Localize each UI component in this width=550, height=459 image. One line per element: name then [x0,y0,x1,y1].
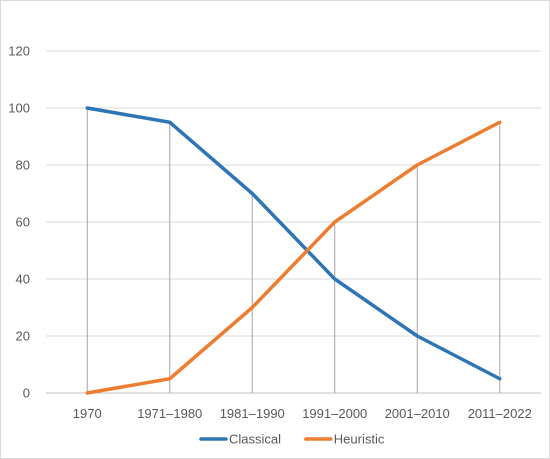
x-tick-label: 1971–1980 [137,406,202,421]
series-line-heuristic [85,120,502,395]
legend: Classical Heuristic [199,432,385,447]
x-tick-label: 1981–1990 [220,406,285,421]
x-tick-label: 2011–2022 [468,406,532,421]
y-tick-label: 80 [16,158,30,173]
y-tick-label: 120 [8,44,30,59]
series-lines [85,106,502,395]
y-tick-label: 100 [8,101,30,116]
y-tick-label: 20 [16,329,30,344]
x-tick-label: 2001–2010 [385,406,450,421]
series-line-classical [85,106,502,381]
legend-label-heuristic: Heuristic [334,432,385,447]
drop-lines [86,108,501,393]
y-tick-label: 40 [16,272,30,287]
x-axis-ticks: 1970 1971–1980 1981–1990 1991–2000 2001–2010… [73,406,532,421]
x-tick-label: 1970 [73,406,102,421]
y-tick-label: 60 [16,215,30,230]
y-axis-ticks: 0 20 40 60 80 100 120 [8,44,30,401]
y-tick-label: 0 [23,386,30,401]
legend-label-classical: Classical [229,432,281,447]
gridlines [46,50,541,394]
x-tick-label: 1991–2000 [302,406,367,421]
